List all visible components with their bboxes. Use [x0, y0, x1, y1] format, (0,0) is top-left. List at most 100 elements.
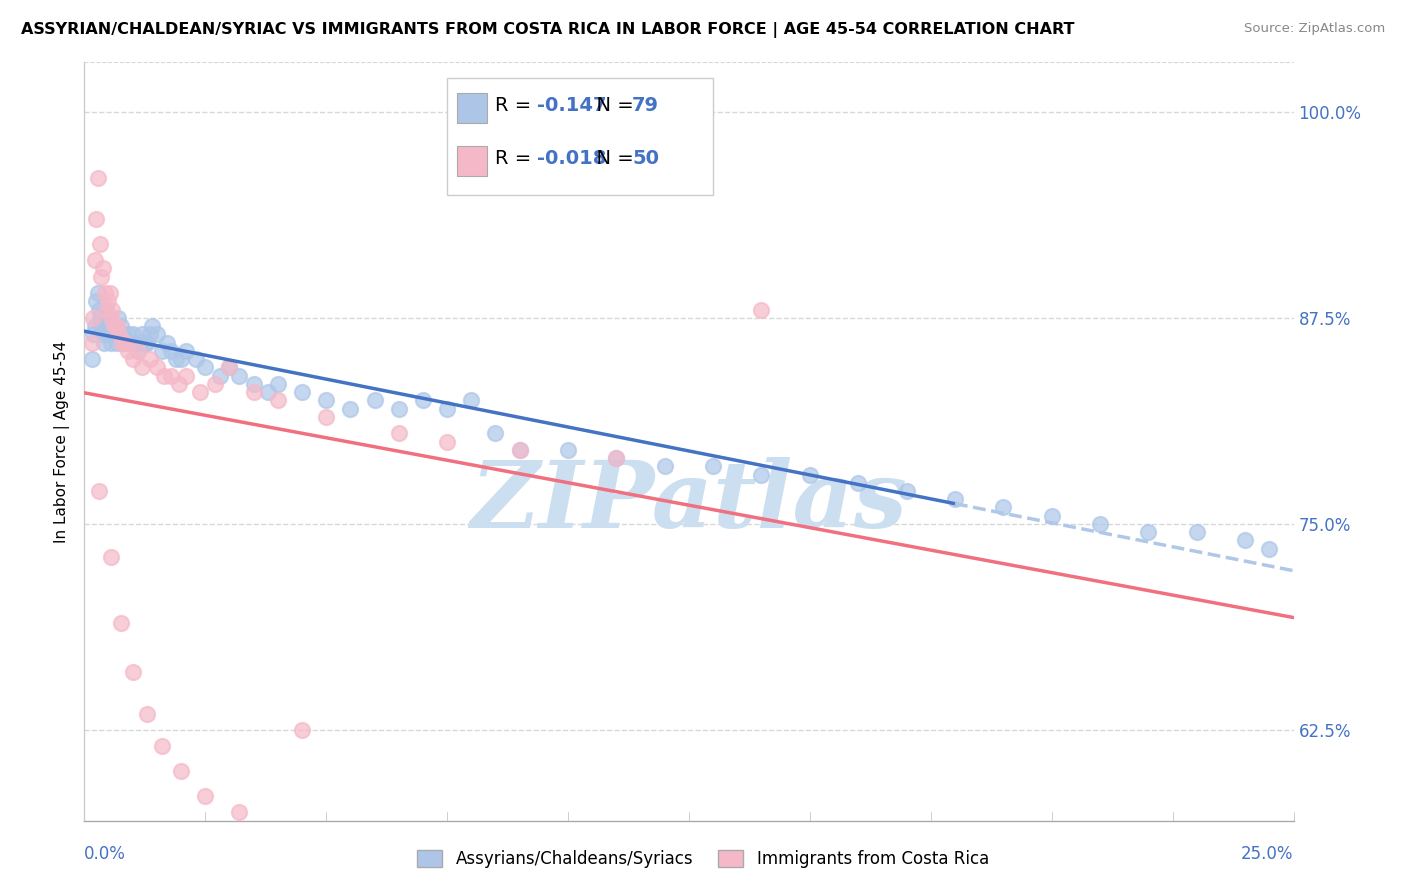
- Y-axis label: In Labor Force | Age 45-54: In Labor Force | Age 45-54: [55, 341, 70, 542]
- Point: [124, 335, 146, 350]
- Point: [91, 327, 114, 342]
- Point: [993, 500, 1015, 515]
- FancyBboxPatch shape: [447, 78, 713, 195]
- Point: [208, 368, 231, 383]
- Point: [131, 360, 153, 375]
- Text: 50: 50: [633, 149, 659, 169]
- Point: [94, 302, 117, 317]
- Point: [86, 212, 108, 227]
- Point: [846, 475, 869, 490]
- Point: [103, 319, 125, 334]
- Text: N =: N =: [583, 96, 640, 115]
- Point: [111, 335, 134, 350]
- Point: [141, 319, 163, 334]
- Point: [108, 327, 131, 342]
- Text: N =: N =: [583, 149, 640, 169]
- Point: [110, 319, 132, 334]
- Point: [98, 286, 121, 301]
- Point: [105, 319, 128, 334]
- Point: [80, 352, 103, 367]
- Point: [436, 434, 458, 449]
- Point: [100, 549, 122, 564]
- Point: [242, 385, 264, 400]
- Text: 0.0%: 0.0%: [84, 846, 127, 863]
- FancyBboxPatch shape: [457, 93, 486, 123]
- Point: [89, 310, 111, 325]
- Point: [104, 327, 127, 342]
- Point: [150, 343, 173, 358]
- Point: [136, 706, 159, 721]
- Point: [339, 401, 361, 416]
- Point: [93, 335, 115, 350]
- Point: [103, 327, 125, 342]
- Point: [134, 335, 156, 350]
- Point: [87, 302, 110, 317]
- Point: [170, 764, 193, 779]
- Point: [228, 805, 250, 820]
- Point: [1137, 525, 1160, 540]
- Point: [218, 360, 240, 375]
- Point: [943, 492, 966, 507]
- Point: [184, 352, 207, 367]
- Point: [80, 335, 103, 350]
- Text: Source: ZipAtlas.com: Source: ZipAtlas.com: [1244, 22, 1385, 36]
- Point: [167, 376, 190, 391]
- Point: [155, 335, 177, 350]
- Point: [1088, 516, 1111, 531]
- Point: [436, 401, 458, 416]
- Text: 79: 79: [633, 96, 659, 115]
- Point: [160, 368, 183, 383]
- Text: 25.0%: 25.0%: [1241, 846, 1294, 863]
- Point: [605, 450, 627, 465]
- Point: [605, 450, 627, 465]
- Point: [114, 335, 136, 350]
- Text: -0.147: -0.147: [537, 96, 606, 115]
- Point: [509, 442, 531, 457]
- Point: [84, 253, 107, 268]
- Point: [291, 723, 314, 737]
- Point: [1040, 508, 1063, 523]
- Point: [267, 393, 290, 408]
- Point: [194, 360, 217, 375]
- Point: [136, 335, 159, 350]
- Point: [86, 294, 108, 309]
- Point: [98, 310, 121, 325]
- Point: [484, 426, 506, 441]
- Point: [110, 615, 132, 630]
- Point: [121, 327, 143, 342]
- Point: [105, 335, 128, 350]
- Point: [101, 302, 124, 317]
- Point: [97, 319, 120, 334]
- Point: [114, 335, 136, 350]
- Point: [82, 310, 104, 325]
- Point: [90, 269, 112, 284]
- Point: [97, 294, 120, 309]
- Point: [100, 335, 122, 350]
- Point: [160, 343, 183, 358]
- Point: [87, 170, 110, 185]
- Legend: Assyrians/Chaldeans/Syriacs, Immigrants from Costa Rica: Assyrians/Chaldeans/Syriacs, Immigrants …: [411, 843, 995, 875]
- Point: [127, 343, 149, 358]
- Point: [146, 360, 169, 375]
- Point: [460, 393, 482, 408]
- Point: [1185, 525, 1208, 540]
- Point: [108, 327, 131, 342]
- Point: [82, 327, 104, 342]
- Point: [138, 327, 160, 342]
- Point: [131, 327, 153, 342]
- Point: [751, 467, 773, 482]
- Point: [165, 352, 187, 367]
- Point: [107, 310, 129, 325]
- Point: [204, 376, 226, 391]
- Point: [138, 352, 160, 367]
- Point: [412, 393, 434, 408]
- Text: R =: R =: [495, 96, 538, 115]
- Point: [89, 236, 111, 251]
- Text: ASSYRIAN/CHALDEAN/SYRIAC VS IMMIGRANTS FROM COSTA RICA IN LABOR FORCE | AGE 45-5: ASSYRIAN/CHALDEAN/SYRIAC VS IMMIGRANTS F…: [21, 22, 1074, 38]
- Point: [146, 327, 169, 342]
- Point: [896, 483, 918, 498]
- Point: [127, 343, 149, 358]
- Point: [315, 393, 337, 408]
- Point: [97, 327, 120, 342]
- Point: [93, 310, 115, 325]
